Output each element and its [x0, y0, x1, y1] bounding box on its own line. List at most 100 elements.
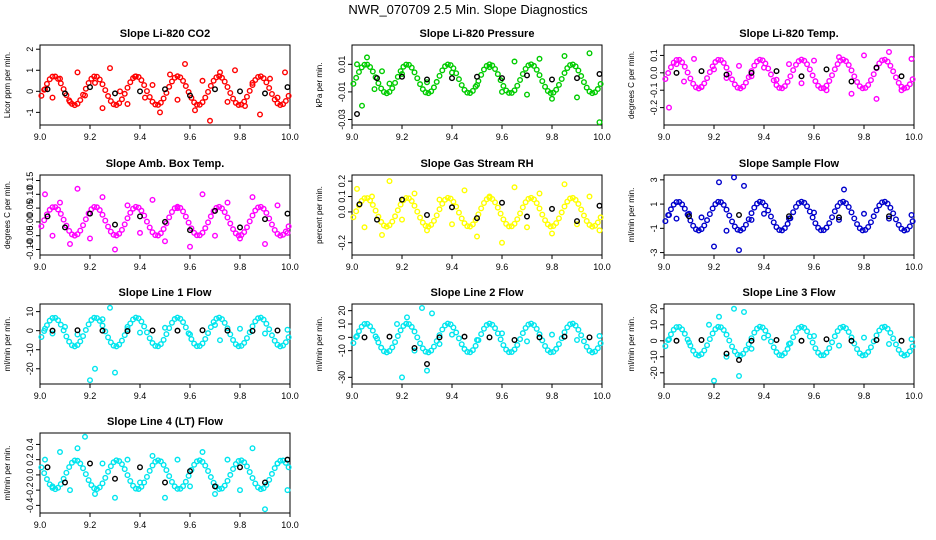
p2-point-cloud	[450, 65, 457, 72]
p3-point-cloud	[787, 73, 794, 80]
p7-point-cloud	[218, 316, 225, 323]
p4-point-all	[199, 191, 206, 198]
p2-point-cloud	[408, 64, 415, 71]
p1-point-cloud	[268, 90, 275, 97]
p2-point-cloud	[575, 67, 582, 74]
p10-point-mean	[284, 456, 291, 463]
p7-title: Slope Line 1 Flow	[119, 287, 212, 299]
p4-xtick-label: 9.0	[34, 262, 47, 272]
p5-point-all	[536, 190, 543, 197]
p4-point-cloud	[82, 216, 89, 223]
p8-ytick-label: -10	[337, 344, 347, 357]
p9-point-all	[736, 373, 743, 380]
p4-point-cloud	[60, 216, 67, 223]
p9-point-mean	[773, 337, 780, 344]
p6-point-cloud	[884, 200, 891, 207]
p1-point-cloud	[193, 101, 200, 108]
p4-point-cloud	[38, 223, 45, 230]
p2-point-cloud	[369, 68, 376, 75]
p3-point-cloud	[690, 80, 697, 87]
p9-point-all	[741, 309, 748, 316]
p6-point-cloud	[701, 222, 708, 229]
p5-xtick-label: 9.0	[346, 262, 359, 272]
p8-point-mean	[486, 334, 493, 341]
p6-point-all	[736, 247, 743, 254]
p2-point-cloud	[355, 68, 362, 75]
p6-point-all	[698, 214, 705, 221]
p10-point-cloud	[205, 468, 212, 475]
p6-point-cloud	[720, 201, 727, 208]
p9-point-all	[908, 336, 915, 343]
p3-point-all	[711, 66, 718, 73]
p2-point-cloud	[444, 61, 451, 68]
p10-point-cloud	[266, 476, 273, 483]
p10-point-cloud	[168, 478, 175, 485]
p3-point-cloud	[879, 57, 886, 64]
p2-ytick-label: -0.01	[337, 82, 347, 103]
p3-point-cloud	[681, 63, 688, 70]
p1-point-cloud	[205, 88, 212, 95]
p6-point-cloud	[790, 209, 797, 216]
p9-point-mean	[673, 337, 680, 344]
p1-point-cloud	[221, 78, 228, 85]
p5-point-cloud	[464, 223, 471, 230]
p7-point-cloud	[80, 333, 87, 340]
p9-point-mean	[848, 337, 855, 344]
p7-point-mean	[149, 327, 156, 334]
p9-point-cloud	[687, 342, 694, 349]
p5-point-cloud	[450, 198, 457, 205]
p2-point-mean	[499, 75, 506, 82]
p9-point-mean	[898, 337, 905, 344]
p7-point-cloud	[221, 319, 228, 326]
p10-point-cloud	[77, 460, 84, 467]
p9-ytick-label: -20	[649, 366, 659, 379]
p4-point-cloud	[224, 214, 231, 221]
p4-point-all	[42, 191, 49, 198]
p5-point-mean	[499, 199, 506, 206]
p9-point-cloud	[845, 329, 852, 336]
p9-point-cloud	[715, 323, 722, 330]
p2-point-all	[424, 79, 431, 86]
p9-point-cloud	[792, 328, 799, 335]
p10-point-cloud	[143, 473, 150, 480]
p1-point-cloud	[116, 100, 123, 107]
p3-point-cloud	[673, 57, 680, 64]
p7-point-cloud	[110, 342, 117, 349]
p1-point-all	[257, 111, 264, 118]
p3-point-all	[861, 52, 868, 59]
p10-point-cloud	[185, 472, 192, 479]
p8-point-cloud	[519, 330, 526, 337]
p10-point-all	[174, 456, 181, 463]
p2-point-cloud	[567, 62, 574, 69]
p9-xtick-label: 9.2	[708, 391, 721, 401]
p9-point-cloud	[704, 342, 711, 349]
p7-point-all	[111, 369, 118, 376]
p8-point-cloud	[417, 340, 424, 347]
p2-point-cloud	[367, 64, 374, 71]
p4-point-cloud	[255, 204, 262, 211]
p2-point-cloud	[397, 68, 404, 75]
p1-point-cloud	[118, 96, 125, 103]
p9-point-cloud	[859, 352, 866, 359]
p3-point-mean	[748, 69, 755, 76]
p10-point-cloud	[155, 457, 162, 464]
p5-point-all	[449, 221, 456, 228]
p10-point-all	[236, 487, 243, 494]
p10-point-cloud	[207, 474, 214, 481]
p4-point-cloud	[246, 218, 253, 225]
p4-xtick-label: 9.2	[84, 262, 97, 272]
p1-point-cloud	[91, 73, 98, 80]
p3-point-cloud	[729, 76, 736, 83]
p6-point-all	[748, 216, 755, 223]
p4-point-all	[249, 194, 256, 201]
p5-point-cloud	[580, 212, 587, 219]
p9-xtick-label: 10.0	[905, 391, 923, 401]
p10-point-cloud	[55, 484, 62, 491]
p7-point-cloud	[205, 330, 212, 337]
p7-point-mean	[99, 327, 106, 334]
p1-point-mean	[136, 88, 143, 95]
p9-ylabel: ml/min per min.	[627, 317, 636, 372]
p1-xtick-label: 9.4	[134, 132, 147, 142]
p8-point-cloud	[478, 331, 485, 338]
p5-point-cloud	[433, 212, 440, 219]
